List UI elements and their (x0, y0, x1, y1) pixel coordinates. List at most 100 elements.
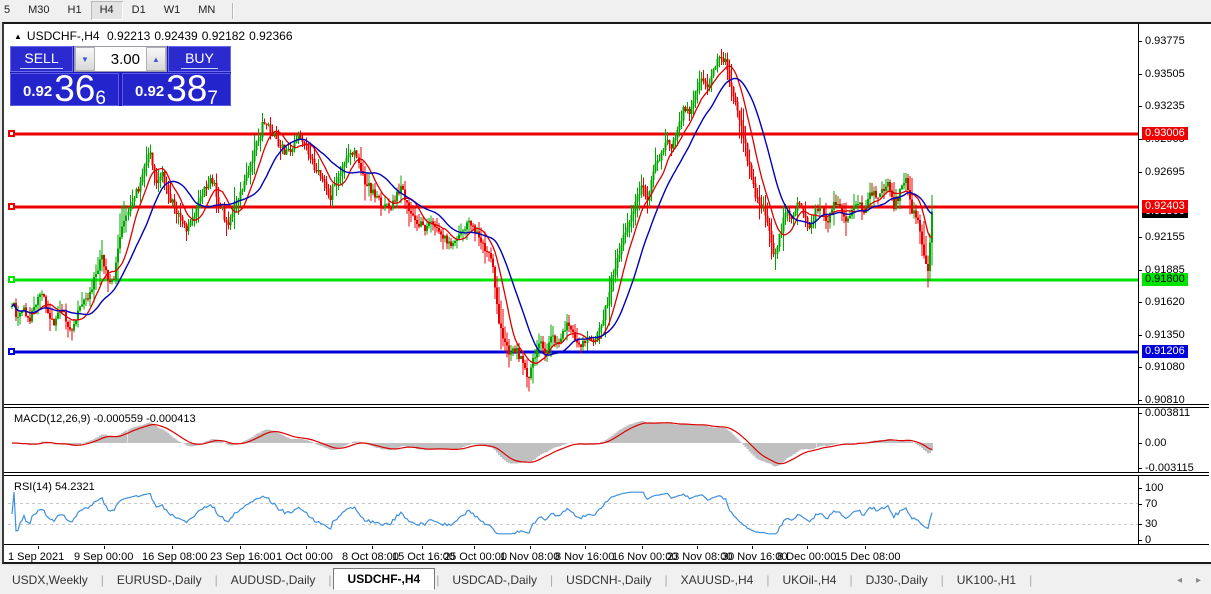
date-tick-label: 25 Oct 00:00 (444, 551, 507, 563)
ohlc-close: 0.92366 (249, 29, 293, 43)
price-tick-label: 0.93775 (1145, 35, 1185, 47)
tab-xauusd-h4[interactable]: XAUUSD-,H4 (680, 573, 754, 587)
date-tick-mark (807, 545, 808, 549)
price-tick-label: 0.91080 (1145, 361, 1185, 374)
volume-input[interactable] (95, 47, 146, 71)
level-drag-handle[interactable] (8, 348, 15, 356)
ohlc-low: 0.92182 (201, 29, 246, 43)
price-tick-label: 0.91350 (1145, 328, 1185, 341)
tab-scroll-left-icon[interactable]: ◂ (1176, 574, 1182, 586)
date-tick-label: 1 Sep 2021 (8, 551, 65, 563)
price-axis-border (1138, 24, 1139, 545)
price-tick-mark (1138, 73, 1142, 75)
timeframe-button-d1[interactable]: D1 (131, 4, 146, 16)
date-tick-mark (697, 545, 698, 549)
price-tick-mark (1138, 334, 1142, 336)
level-drag-handle[interactable] (8, 276, 15, 284)
chart-window[interactable]: ▲ USDCHF-,H4 0.92213 0.92439 0.92182 0.92366… (2, 22, 1211, 564)
rsi-tick-label: 0 (1145, 534, 1152, 546)
pane-divider-macd[interactable] (4, 404, 1209, 408)
sell-price-big: 36 (54, 68, 96, 109)
level-price-label: 0.91800 (1142, 273, 1188, 287)
tab-uk100-h1[interactable]: UK100-,H1 (956, 573, 1017, 587)
date-tick-label: 30 Nov 16:00 (722, 551, 788, 563)
chart-tab-bar: USDX,Weekly | EURUSD-,Daily | AUDUSD-,Daily |… (0, 566, 1211, 594)
price-tick-label: 0.93235 (1145, 100, 1185, 113)
buy-price-base: 0.92 (135, 83, 165, 100)
date-tick-mark (642, 545, 643, 549)
timeframe-button-m30[interactable]: M30 (28, 4, 50, 16)
price-tick-label: 0.92695 (1145, 165, 1185, 178)
tab-usdcad-daily[interactable]: USDCAD-,Daily (452, 573, 538, 587)
tab-usdchf-h4[interactable]: USDCHF-,H4 (332, 568, 436, 590)
macd-tick-mark (1138, 443, 1142, 444)
timeframe-button-h4[interactable]: H4 (90, 1, 123, 20)
tab-separator: | (328, 573, 332, 587)
timeframe-button-5[interactable]: 5 (4, 4, 11, 16)
price-tick-mark (1138, 171, 1142, 173)
price-tick-label: 0.92155 (1145, 231, 1185, 244)
date-tick-label: 1 Nov 08:00 (500, 551, 560, 563)
tab-scroll-right-icon[interactable]: ▸ (1195, 574, 1201, 586)
volume-decrease-button[interactable]: ▼ (75, 47, 95, 71)
rsi-tick-mark (1138, 540, 1142, 541)
macd-indicator-title: MACD(12,26,9) -0.000559 -0.000413 (14, 413, 196, 425)
buy-price-box[interactable]: 0.92 38 7 (122, 70, 231, 108)
tab-audusd-daily[interactable]: AUDUSD-,Daily (230, 573, 316, 587)
timeframe-button-h1[interactable]: H1 (67, 4, 82, 16)
tab-separator: | (550, 573, 554, 587)
date-tick-label: 16 Nov 00:00 (612, 551, 678, 563)
macd-tick-label: -0.003115 (1145, 461, 1194, 474)
sell-button[interactable]: SELL (10, 46, 73, 72)
tab-dj30-daily[interactable]: DJ30-,Daily (865, 573, 928, 587)
level-drag-handle[interactable] (8, 130, 15, 138)
rsi-tick-label: 70 (1145, 497, 1158, 510)
level-drag-handle[interactable] (8, 203, 15, 211)
date-tick-mark (422, 545, 423, 549)
price-tick-label: 0.93505 (1145, 67, 1185, 80)
timeframe-button-w1[interactable]: W1 (163, 4, 181, 16)
date-tick-label: 15 Dec 08:00 (835, 551, 901, 563)
date-tick-label: 8 Nov 16:00 (555, 551, 615, 563)
date-tick-label: 8 Oct 08:00 (342, 551, 399, 563)
date-tick-mark (372, 545, 373, 549)
tab-eurusd-daily[interactable]: EURUSD-,Daily (116, 573, 202, 587)
collapse-triangle-icon: ▲ (14, 32, 22, 41)
sell-price-box[interactable]: 0.92 36 6 (10, 68, 119, 109)
timeframe-button-mn[interactable]: MN (198, 4, 216, 16)
toolbar-separator (232, 2, 235, 19)
price-tick-mark (1138, 301, 1142, 303)
tab-separator: | (940, 573, 944, 587)
rsi-indicator-title: RSI(14) 54.2321 (14, 481, 95, 493)
date-tick-mark (240, 545, 241, 549)
date-tick-mark (530, 545, 531, 549)
rsi-tick-label: 100 (1145, 482, 1164, 494)
price-tick-mark (1138, 106, 1142, 108)
tab-usdcnh-daily[interactable]: USDCNH-,Daily (566, 573, 652, 587)
rsi-pane-canvas[interactable] (8, 477, 1139, 545)
tab-separator: | (1029, 573, 1033, 587)
tab-separator: | (214, 573, 218, 587)
tab-ukoil-h4[interactable]: UKOil-,H4 (782, 573, 837, 587)
ohlc-open: 0.92213 (106, 29, 151, 43)
volume-increase-button[interactable]: ▲ (146, 47, 166, 71)
date-tick-mark (752, 545, 753, 549)
price-chart-canvas[interactable] (8, 27, 1139, 405)
tab-usdx-weekly[interactable]: USDX,Weekly (12, 573, 88, 587)
date-tick-label: 15 Oct 16:00 (392, 551, 455, 563)
price-tick-mark (1138, 41, 1142, 42)
tab-separator: | (664, 573, 668, 587)
tab-scroll-arrows: ◂ ▸ (1177, 575, 1201, 586)
buy-button[interactable]: BUY (168, 46, 231, 72)
volume-spinner: ▼ ▲ (74, 46, 167, 72)
date-tick-mark (306, 545, 307, 549)
price-tick-label: 0.90810 (1145, 393, 1185, 406)
level-price-label: 0.92403 (1142, 200, 1188, 214)
price-tick-label: 0.91885 (1145, 263, 1185, 276)
rsi-tick-label: 30 (1145, 518, 1158, 531)
pane-divider-rsi[interactable] (4, 472, 1209, 476)
macd-tick-mark (1138, 467, 1142, 469)
tab-separator: | (100, 573, 104, 587)
macd-pane-canvas[interactable] (8, 409, 1139, 473)
tab-separator: | (766, 573, 770, 587)
